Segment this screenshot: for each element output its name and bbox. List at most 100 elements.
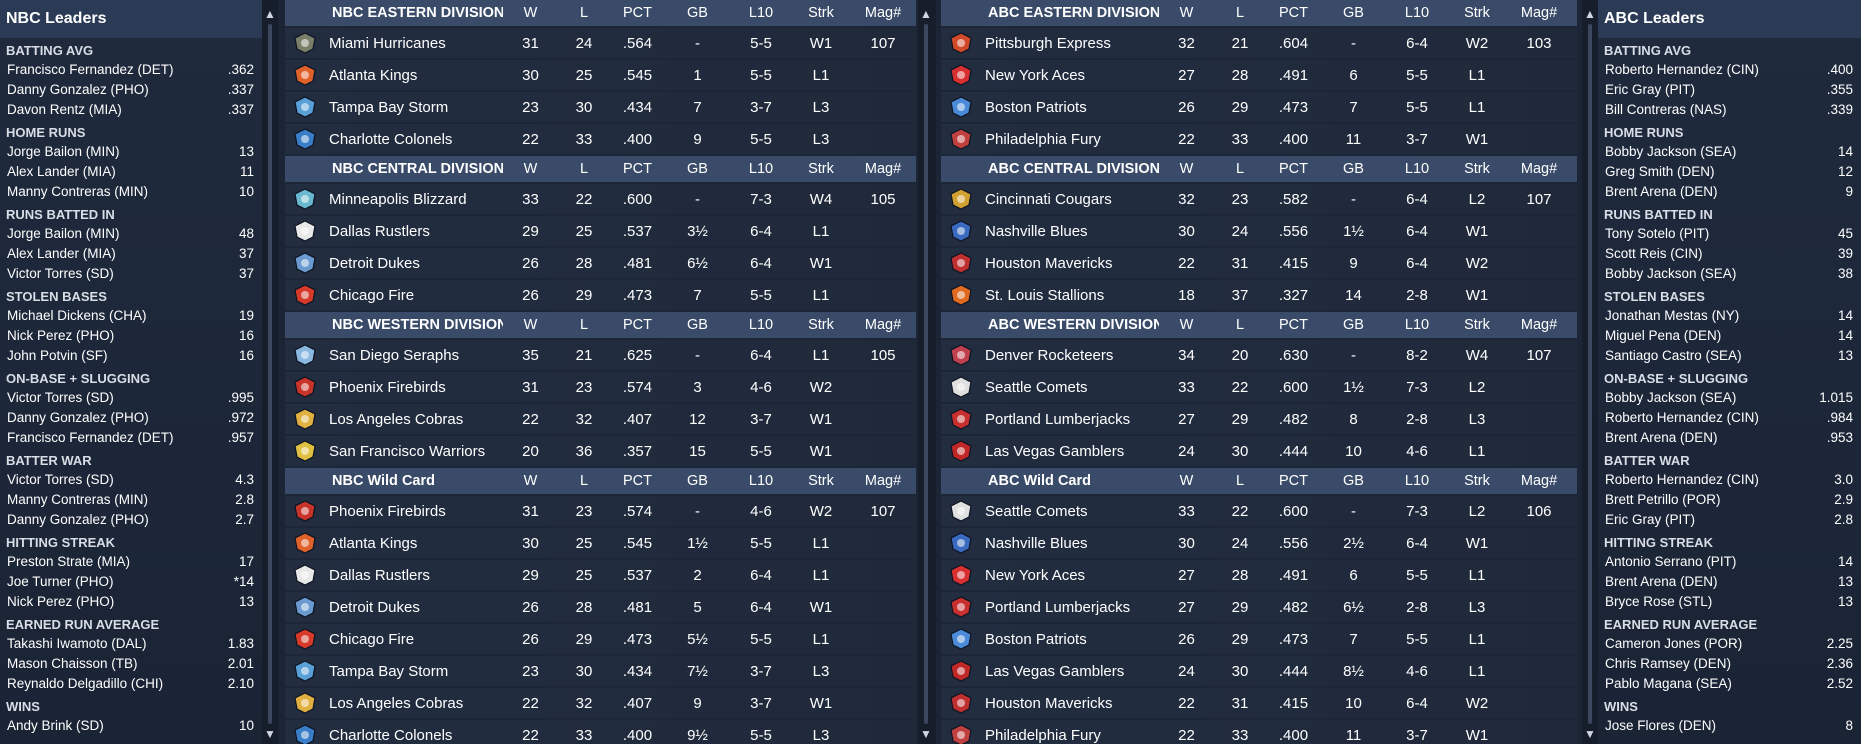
leader-row[interactable]: Joe Turner (PHO) *14	[0, 572, 262, 592]
player-name[interactable]: Nick Perez (PHO)	[7, 328, 115, 343]
player-name[interactable]: Bobby Jackson (SEA)	[1605, 144, 1737, 159]
column-header-gb[interactable]: GB	[1343, 317, 1364, 333]
leader-row[interactable]: Nick Perez (PHO) 16	[0, 326, 262, 346]
team-name[interactable]: Denver Rocketeers	[985, 346, 1114, 364]
player-name[interactable]: Manny Contreras (MIN)	[7, 492, 149, 507]
team-row[interactable]: Phoenix Firebirds 31 23 .574 3 4-6 W2	[285, 372, 916, 402]
team-row[interactable]: St. Louis Stallions 18 37 .327 14 2-8 W1	[941, 280, 1577, 310]
team-name[interactable]: Los Angeles Cobras	[329, 410, 464, 428]
column-header-l[interactable]: L	[579, 473, 589, 489]
leader-row[interactable]: Miguel Pena (DEN) 14	[1598, 326, 1861, 346]
leader-row[interactable]: Eric Gray (PIT) 2.8	[1598, 510, 1861, 530]
leader-row[interactable]: Jorge Bailon (MIN) 13	[0, 142, 262, 162]
team-name[interactable]: New York Aces	[985, 66, 1086, 84]
team-row[interactable]: Cincinnati Cougars 32 23 .582 - 6-4 L2 107	[941, 184, 1577, 214]
team-name[interactable]: Philadelphia Fury	[985, 130, 1101, 148]
leader-row[interactable]: Danny Gonzalez (PHO) .337	[0, 80, 262, 100]
column-header-w[interactable]: W	[523, 161, 538, 177]
team-name[interactable]: Las Vegas Gamblers	[985, 662, 1125, 680]
team-name[interactable]: Dallas Rustlers	[329, 222, 430, 240]
column-header-gb[interactable]: GB	[1343, 473, 1364, 489]
leader-row[interactable]: Danny Gonzalez (PHO) 2.7	[0, 510, 262, 530]
scroll-thumb[interactable]	[268, 24, 272, 724]
team-name[interactable]: Chicago Fire	[329, 286, 415, 304]
leader-row[interactable]: Davon Rentz (MIA) .337	[0, 100, 262, 120]
column-header-pct[interactable]: PCT	[623, 161, 652, 177]
leader-row[interactable]: Alex Lander (MIA) 11	[0, 162, 262, 182]
column-header-w[interactable]: W	[1179, 473, 1194, 489]
team-row[interactable]: Pittsburgh Express 32 21 .604 - 6-4 W2 103	[941, 28, 1577, 58]
team-name[interactable]: Las Vegas Gamblers	[985, 442, 1125, 460]
team-row[interactable]: Las Vegas Gamblers 24 30 .444 8½ 4-6 L1	[941, 656, 1577, 686]
scroll-down-arrow-icon[interactable]: ▼	[264, 727, 276, 741]
team-name[interactable]: Tampa Bay Storm	[329, 98, 449, 116]
team-row[interactable]: Boston Patriots 26 29 .473 7 5-5 L1	[941, 624, 1577, 654]
team-name[interactable]: San Francisco Warriors	[329, 442, 486, 460]
team-row[interactable]: Miami Hurricanes 31 24 .564 - 5-5 W1 107	[285, 28, 916, 58]
player-name[interactable]: Brent Arena (DEN)	[1605, 430, 1718, 445]
team-row[interactable]: Charlotte Colonels 22 33 .400 9½ 5-5 L3	[285, 720, 916, 744]
player-name[interactable]: Miguel Pena (DEN)	[1605, 328, 1722, 343]
player-name[interactable]: Jorge Bailon (MIN)	[7, 226, 120, 241]
player-name[interactable]: Tony Sotelo (PIT)	[1605, 226, 1710, 241]
scroll-down-arrow-icon[interactable]: ▼	[1584, 727, 1596, 741]
leader-row[interactable]: Preston Strate (MIA) 17	[0, 552, 262, 572]
column-header-pct[interactable]: PCT	[623, 5, 652, 21]
standings-scrollbar-right[interactable]: ▲ ▼	[1582, 0, 1598, 744]
player-name[interactable]: Victor Torres (SD)	[7, 266, 114, 281]
player-name[interactable]: Danny Gonzalez (PHO)	[7, 82, 149, 97]
column-header-gb[interactable]: GB	[687, 317, 708, 333]
player-name[interactable]: Eric Gray (PIT)	[1605, 82, 1695, 97]
player-name[interactable]: Reynaldo Delgadillo (CHI)	[7, 676, 164, 691]
column-header-w[interactable]: W	[1179, 317, 1194, 333]
leader-row[interactable]: Brent Arena (DEN) 9	[1598, 182, 1861, 202]
team-name[interactable]: Nashville Blues	[985, 222, 1088, 240]
player-name[interactable]: Joe Turner (PHO)	[7, 574, 114, 589]
player-name[interactable]: Alex Lander (MIA)	[7, 246, 116, 261]
column-header-strk[interactable]: Strk	[808, 473, 834, 489]
column-header-pct[interactable]: PCT	[623, 473, 652, 489]
player-name[interactable]: Takashi Iwamoto (DAL)	[7, 636, 147, 651]
team-name[interactable]: Seattle Comets	[985, 502, 1088, 520]
team-row[interactable]: Los Angeles Cobras 22 32 .407 12 3-7 W1	[285, 404, 916, 434]
column-header-mag[interactable]: Mag#	[864, 161, 902, 177]
leader-row[interactable]: Nick Perez (PHO) 13	[0, 592, 262, 612]
leader-row[interactable]: Andy Brink (SD) 10	[0, 716, 262, 736]
player-name[interactable]: Jose Flores (DEN)	[1605, 718, 1717, 733]
scroll-up-arrow-icon[interactable]: ▲	[1584, 7, 1596, 21]
team-row[interactable]: Portland Lumberjacks 27 29 .482 8 2-8 L3	[941, 404, 1577, 434]
player-name[interactable]: Francisco Fernandez (DET)	[7, 430, 174, 445]
player-name[interactable]: Manny Contreras (MIN)	[7, 184, 149, 199]
team-name[interactable]: Boston Patriots	[985, 630, 1087, 648]
player-name[interactable]: Bryce Rose (STL)	[1605, 594, 1713, 609]
team-name[interactable]: Portland Lumberjacks	[985, 410, 1131, 428]
team-name[interactable]: San Diego Seraphs	[329, 346, 460, 364]
player-name[interactable]: Scott Reis (CIN)	[1605, 246, 1703, 261]
leader-row[interactable]: Bobby Jackson (SEA) 1.015	[1598, 388, 1861, 408]
column-header-mag[interactable]: Mag#	[864, 317, 902, 333]
team-name[interactable]: Cincinnati Cougars	[985, 190, 1112, 208]
column-header-strk[interactable]: Strk	[808, 161, 834, 177]
leader-row[interactable]: Bobby Jackson (SEA) 38	[1598, 264, 1861, 284]
player-name[interactable]: Jorge Bailon (MIN)	[7, 144, 120, 159]
column-header-w[interactable]: W	[523, 5, 538, 21]
player-name[interactable]: Pablo Magana (SEA)	[1605, 676, 1732, 691]
team-name[interactable]: Pittsburgh Express	[985, 34, 1111, 52]
player-name[interactable]: Cameron Jones (POR)	[1605, 636, 1743, 651]
leaders-scrollbar[interactable]: ▲ ▼	[262, 0, 278, 744]
leader-row[interactable]: Chris Ramsey (DEN) 2.36	[1598, 654, 1861, 674]
column-header-strk[interactable]: Strk	[1464, 473, 1490, 489]
player-name[interactable]: Antonio Serrano (PIT)	[1605, 554, 1737, 569]
team-name[interactable]: Atlanta Kings	[329, 534, 418, 552]
team-name[interactable]: Philadelphia Fury	[985, 726, 1101, 744]
leader-row[interactable]: Francisco Fernandez (DET) .362	[0, 60, 262, 80]
scroll-up-arrow-icon[interactable]: ▲	[264, 7, 276, 21]
leader-row[interactable]: Francisco Fernandez (DET) .957	[0, 428, 262, 448]
leader-row[interactable]: Pablo Magana (SEA) 2.52	[1598, 674, 1861, 694]
team-row[interactable]: Charlotte Colonels 22 33 .400 9 5-5 L3	[285, 124, 916, 154]
player-name[interactable]: Davon Rentz (MIA)	[7, 102, 122, 117]
player-name[interactable]: Nick Perez (PHO)	[7, 594, 115, 609]
team-name[interactable]: Seattle Comets	[985, 378, 1088, 396]
team-name[interactable]: Atlanta Kings	[329, 66, 418, 84]
team-row[interactable]: San Francisco Warriors 20 36 .357 15 5-5 W1	[285, 436, 916, 466]
